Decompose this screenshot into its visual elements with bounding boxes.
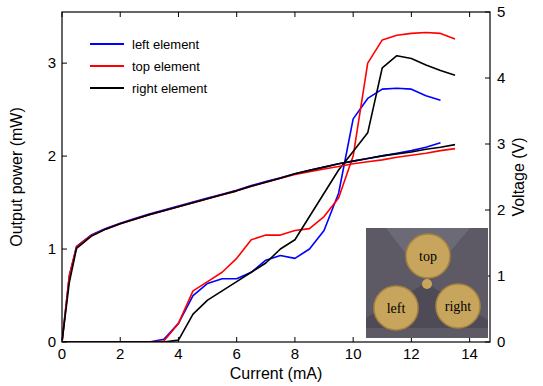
x-tick-label: 8 (291, 345, 299, 362)
x-tick-top (353, 12, 354, 17)
inset-background (366, 228, 488, 338)
x-tick-label: 14 (461, 345, 478, 362)
legend-swatch (90, 43, 124, 45)
inset-photo: top left right (366, 228, 488, 338)
power-line (62, 88, 441, 342)
y2-tick (485, 144, 490, 145)
x-tick-top (120, 12, 121, 17)
y2-tick-label: 4 (497, 69, 505, 86)
legend: left element top element right element (90, 37, 208, 96)
y-tick (62, 156, 67, 157)
y2-tick-label: 1 (497, 267, 505, 284)
contact-center (422, 279, 432, 289)
x-tick-label: 10 (345, 345, 362, 362)
x-tick-label: 4 (174, 345, 182, 362)
legend-label: right element (132, 81, 208, 96)
x-tick (353, 337, 354, 342)
contact-pad (406, 234, 450, 278)
chart: 024681012140123012345Current (mA)Output … (0, 0, 543, 386)
legend-swatch (90, 87, 124, 89)
contact-pad (436, 284, 480, 328)
contact-pad (374, 286, 418, 330)
x-tick (294, 337, 295, 342)
inset-label: top (419, 249, 437, 264)
inset-label: left (387, 301, 406, 316)
x-tick-top (178, 12, 179, 17)
y-tick (62, 63, 67, 64)
y-tick-label: 2 (48, 147, 56, 164)
x-tick (236, 337, 237, 342)
legend-label: top element (132, 59, 200, 74)
power-line (62, 32, 455, 342)
y-tick-label: 0 (48, 333, 56, 350)
x-axis-title: Current (mA) (230, 365, 322, 382)
power-line (62, 56, 455, 342)
x-tick-label: 6 (233, 345, 241, 362)
plot-frame (62, 12, 490, 342)
y-tick-label: 1 (48, 240, 56, 257)
legend-label: left element (132, 37, 200, 52)
x-tick-top (469, 12, 470, 17)
y-tick-label: 3 (48, 54, 56, 71)
y2-tick (485, 78, 490, 79)
x-tick-top (236, 12, 237, 17)
x-tick-label: 2 (116, 345, 124, 362)
y2-tick-label: 3 (497, 135, 505, 152)
x-tick-label: 0 (58, 345, 66, 362)
plot-area (62, 32, 455, 342)
y2-tick-label: 2 (497, 201, 505, 218)
y2-tick-label: 0 (497, 333, 505, 350)
inset-trace (386, 228, 470, 280)
y2-axis-title: Voltage (V) (510, 137, 527, 216)
y2-tick (485, 210, 490, 211)
axes: 024681012140123012345 (48, 3, 506, 362)
legend-swatch (90, 65, 124, 67)
y-axis-title: Output power (mW) (8, 107, 25, 247)
y-tick (62, 249, 67, 250)
x-tick-top (411, 12, 412, 17)
inset-label: right (445, 299, 472, 314)
x-tick-label: 12 (403, 345, 420, 362)
y2-tick-label: 5 (497, 3, 505, 20)
x-tick-top (294, 12, 295, 17)
